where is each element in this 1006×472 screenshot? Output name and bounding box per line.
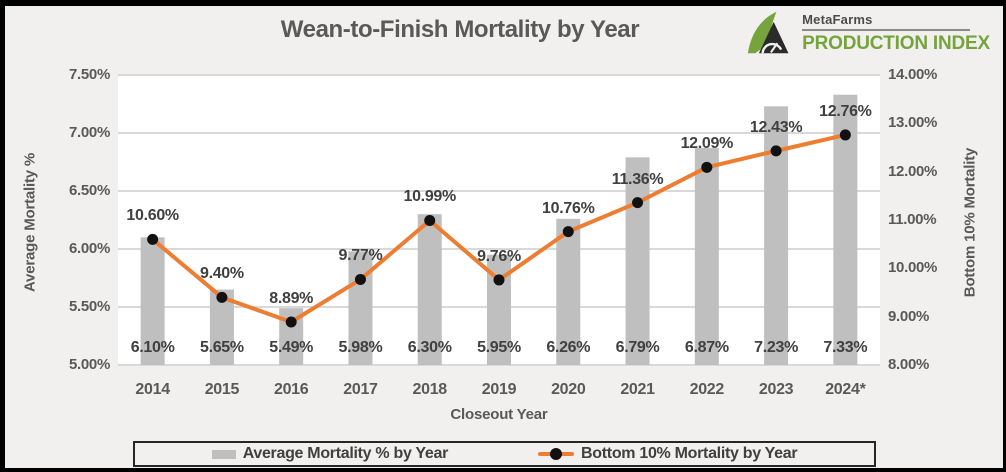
line-value-label: 10.99% — [403, 188, 456, 206]
bar-value-label: 7.33% — [823, 339, 868, 356]
right-axis-tick: 13.00% — [888, 114, 938, 132]
line-value-label: 10.60% — [126, 207, 179, 225]
marker-2020 — [562, 226, 574, 238]
right-axis-tick: 8.00% — [888, 356, 930, 373]
bar-value-label: 6.79% — [615, 339, 660, 356]
left-axis-tick: 5.00% — [68, 356, 110, 373]
x-axis-tick: 2024* — [825, 381, 866, 398]
logo-brand: MetaFarms — [802, 11, 873, 27]
right-axis-tick: 10.00% — [888, 259, 938, 277]
left-axis-tick: 7.50% — [68, 66, 110, 83]
left-axis-tick: 5.50% — [68, 298, 110, 315]
right-axis-title: Bottom 10% Mortality — [961, 147, 979, 298]
right-axis-tick: 12.00% — [888, 162, 938, 180]
right-axis-tick: 14.00% — [888, 66, 938, 83]
left-axis-tick: 6.50% — [68, 182, 110, 199]
legend-line-swatch-icon — [538, 448, 575, 460]
bar-2014 — [140, 237, 165, 365]
x-axis-tick: 2014 — [135, 381, 170, 398]
x-axis-tick: 2017 — [343, 381, 378, 398]
left-axis-tick: 7.00% — [68, 124, 110, 141]
bar-2023 — [764, 106, 789, 365]
marker-2019 — [493, 274, 505, 286]
bar-value-label: 6.26% — [546, 339, 591, 356]
x-axis-tick: 2018 — [412, 381, 448, 398]
left-axis-tick: 6.00% — [68, 240, 110, 257]
marker-2016 — [285, 316, 297, 328]
x-axis-tick: 2020 — [551, 381, 586, 398]
metafarms-logo: MetaFarms PRODUCTION INDEX — [746, 10, 990, 56]
bar-value-label: 6.87% — [684, 339, 729, 356]
line-value-label: 12.76% — [819, 102, 872, 120]
legend-item-bottom10-mortality: Bottom 10% Mortality by Year — [538, 445, 798, 463]
x-axis-tick: 2019 — [481, 381, 517, 398]
marker-2024* — [839, 129, 851, 141]
x-axis-tick: 2023 — [758, 381, 794, 398]
marker-2022 — [701, 161, 713, 173]
bar-2020 — [556, 218, 581, 365]
marker-2017 — [354, 273, 366, 285]
right-axis-tick: 11.00% — [888, 211, 937, 228]
x-axis-tick: 2015 — [204, 381, 240, 398]
line-value-label: 12.43% — [749, 118, 803, 136]
legend: Average Mortality % by Year Bottom 10% M… — [133, 441, 876, 467]
x-axis-title: Closeout Year — [450, 406, 548, 423]
x-axis-tick: 2016 — [273, 381, 309, 398]
bar-value-label: 5.95% — [477, 339, 521, 356]
right-axis-tick: 9.00% — [888, 307, 930, 325]
bar-value-label: 7.23% — [754, 339, 799, 356]
legend-item-average-mortality: Average Mortality % by Year — [211, 445, 449, 463]
line-value-label: 9.77% — [338, 247, 383, 265]
left-axis-title: Average Mortality % — [21, 152, 39, 293]
bar-value-label: 5.49% — [269, 339, 314, 356]
line-value-label: 9.76% — [477, 247, 521, 265]
legend-bar-label: Average Mortality % by Year — [242, 445, 449, 462]
line-value-label: 12.09% — [680, 135, 734, 153]
x-axis-tick: 2021 — [620, 381, 655, 398]
marker-2015 — [216, 291, 228, 303]
logo-divider — [802, 28, 971, 31]
line-value-label: 9.40% — [199, 265, 244, 283]
x-axis-tick: 2022 — [689, 381, 725, 398]
logo-product: PRODUCTION INDEX — [802, 32, 990, 54]
legend-line-label: Bottom 10% Mortality by Year — [581, 445, 798, 462]
bar-value-label: 6.30% — [407, 339, 452, 356]
bar-value-label: 5.98% — [338, 339, 383, 356]
bar-2018 — [417, 214, 442, 365]
bar-2022 — [694, 148, 719, 365]
bar-2021 — [625, 157, 650, 365]
marker-2023 — [770, 145, 782, 157]
line-value-label: 11.36% — [611, 170, 664, 188]
bar-value-label: 6.10% — [130, 339, 175, 356]
line-value-label: 10.76% — [542, 199, 595, 217]
legend-bar-swatch-icon — [211, 449, 236, 459]
metafarms-logo-icon — [747, 11, 789, 54]
line-value-label: 8.89% — [269, 289, 314, 307]
bar-value-label: 5.65% — [199, 339, 244, 356]
marker-2018 — [424, 214, 436, 226]
marker-2014 — [147, 233, 159, 245]
logo-text: MetaFarms PRODUCTION INDEX — [802, 12, 990, 55]
marker-2021 — [632, 197, 644, 209]
chart-title: Wean-to-Finish Mortality by Year — [280, 16, 640, 43]
